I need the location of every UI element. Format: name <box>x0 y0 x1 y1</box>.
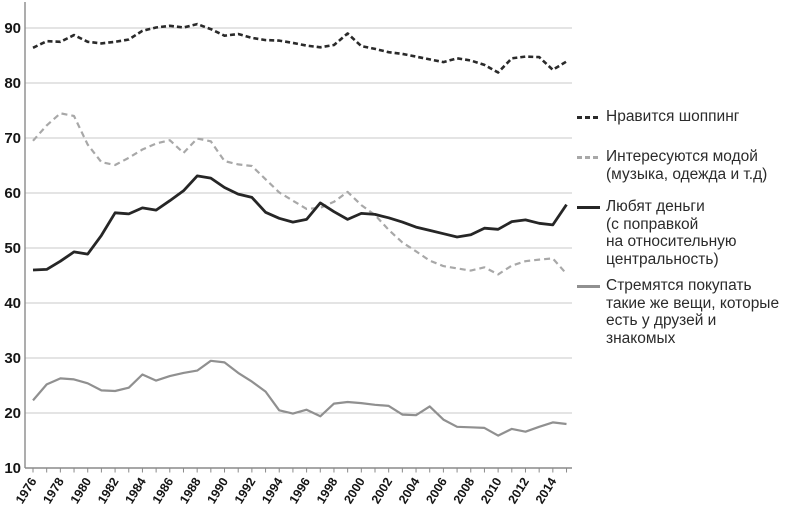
x-tick-label-1998: 1998 <box>314 475 341 506</box>
y-tick-label-70: 70 <box>4 130 21 147</box>
series-line-0 <box>32 22 568 74</box>
x-tick-label-1990: 1990 <box>204 475 231 506</box>
dark-dashed-line-icon <box>577 116 600 119</box>
legend-item-fashion: Интересуются модой (музыка, одежда и т.д… <box>577 148 767 183</box>
x-tick-label-1980: 1980 <box>68 475 95 506</box>
y-tick-label-90: 90 <box>4 20 21 37</box>
legend-label-shopping: Нравится шоппинг <box>606 108 740 125</box>
x-tick-label-2006: 2006 <box>423 475 450 506</box>
x-tick-label-2008: 2008 <box>451 475 478 506</box>
gray-solid-line-icon <box>577 285 600 288</box>
x-tick-label-1996: 1996 <box>287 475 314 506</box>
x-tick-label-1976: 1976 <box>13 475 40 506</box>
x-tick-label-1994: 1994 <box>259 475 286 506</box>
x-tick-label-2002: 2002 <box>369 475 396 506</box>
x-tick-label-2014: 2014 <box>533 475 560 506</box>
series-line-3 <box>32 359 567 437</box>
x-tick-label-1988: 1988 <box>177 475 204 506</box>
x-tick-label-2010: 2010 <box>478 475 505 506</box>
series-line-1 <box>32 112 568 276</box>
x-tick-label-2000: 2000 <box>341 475 368 506</box>
y-tick-label-20: 20 <box>4 405 21 422</box>
x-tick-label-2004: 2004 <box>396 475 423 506</box>
x-tick-label-1984: 1984 <box>122 475 149 506</box>
y-tick-label-50: 50 <box>4 240 21 257</box>
legend-item-shopping: Нравится шоппинг <box>577 108 739 126</box>
x-tick-label-2012: 2012 <box>505 475 532 506</box>
x-tick-label-1986: 1986 <box>150 475 177 506</box>
gray-dashed-line-icon <box>577 156 600 159</box>
y-tick-label-30: 30 <box>4 350 21 367</box>
y-tick-label-10: 10 <box>4 460 21 477</box>
series-line-2 <box>32 174 568 272</box>
legend-label-fashion: Интересуются модой (музыка, одежда и т.д… <box>606 148 768 183</box>
legend-item-buy-same-things: Стремятся покупать такие же вещи, которы… <box>577 277 789 347</box>
x-tick-label-1982: 1982 <box>95 475 122 506</box>
x-tick-label-1978: 1978 <box>40 475 67 506</box>
legend-label-buy-same-things: Стремятся покупать такие же вещи, которы… <box>606 277 780 347</box>
dark-solid-line-icon <box>577 206 600 209</box>
legend-item-money: Любят деньги (с поправкой на относительн… <box>577 198 737 268</box>
legend-label-money: Любят деньги (с поправкой на относительн… <box>606 198 737 268</box>
chart-legend: Нравится шоппинг Интересуются модой (муз… <box>577 0 789 510</box>
x-tick-label-1992: 1992 <box>232 475 259 506</box>
y-tick-label-60: 60 <box>4 185 21 202</box>
y-tick-label-40: 40 <box>4 295 21 312</box>
y-tick-label-80: 80 <box>4 75 21 92</box>
